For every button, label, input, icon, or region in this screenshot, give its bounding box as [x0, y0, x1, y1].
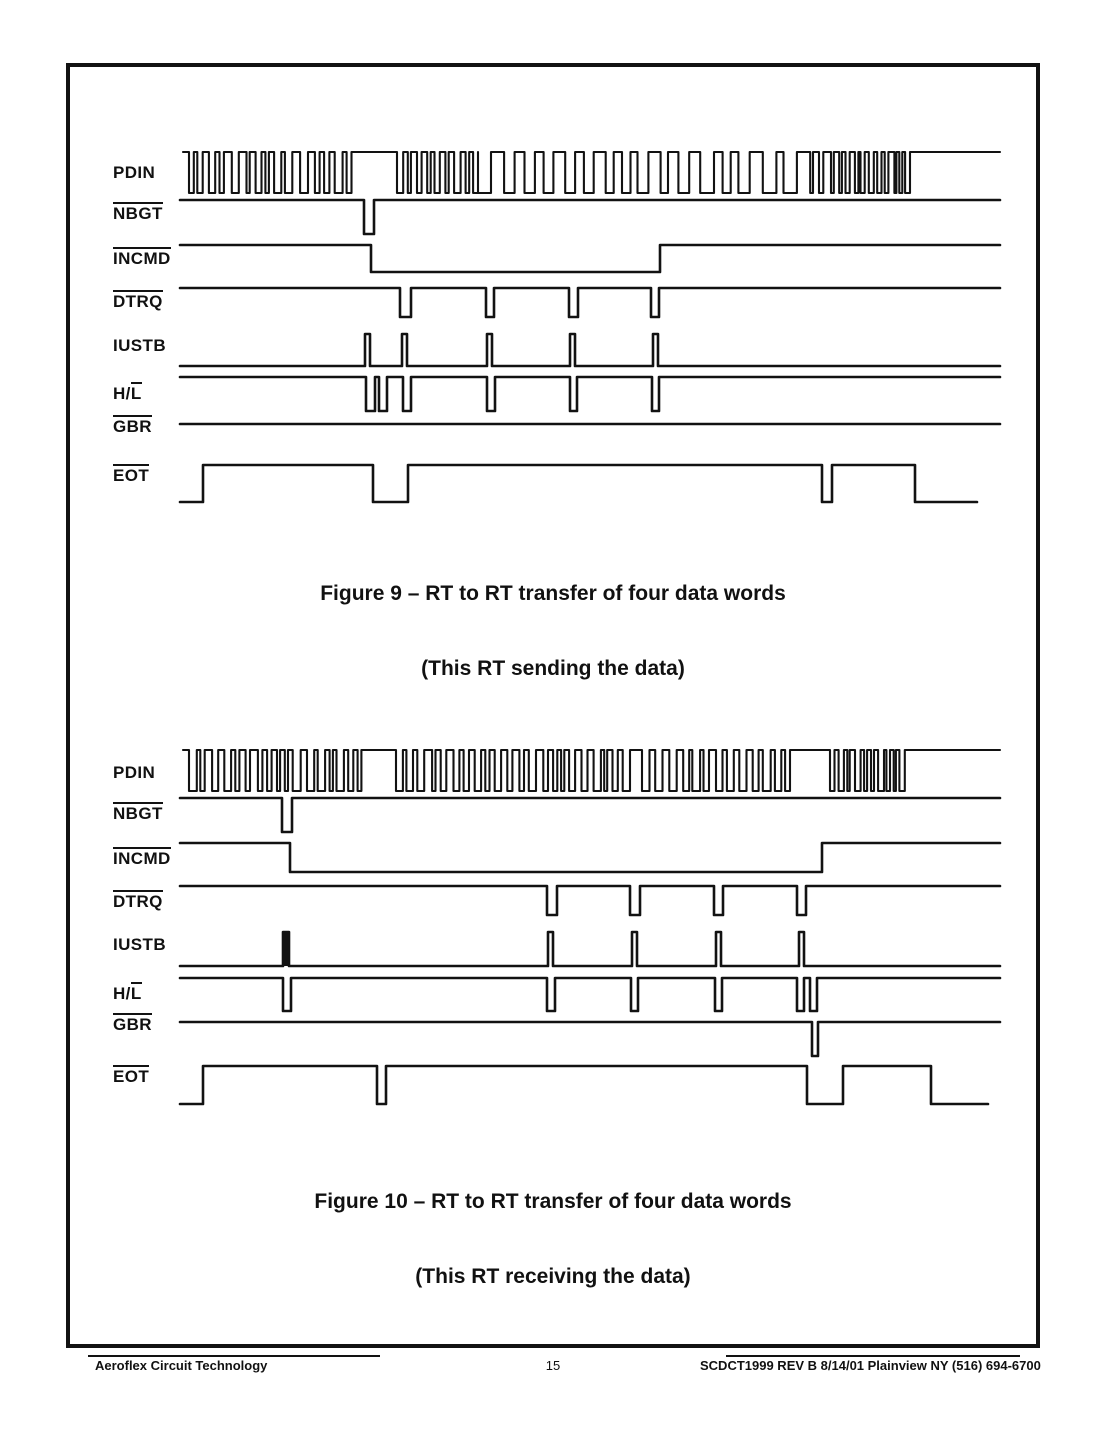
figure10-eot-trace — [178, 1064, 990, 1106]
figure10-incmd-trace — [178, 841, 1002, 874]
plain-text: H/ — [113, 984, 131, 1003]
figure10-iustb-solid-pulse — [283, 932, 289, 966]
figure9-caption-line2: (This RT sending the data) — [421, 657, 685, 680]
plain-text: PDIN — [113, 163, 156, 182]
plain-text: H/ — [113, 384, 131, 403]
figure9-h-l-trace — [178, 375, 1002, 413]
figure10-h-l-trace — [178, 976, 1002, 1013]
overline-text: DTRQ — [113, 290, 163, 311]
figure10-label-eot: EOT — [113, 1065, 150, 1086]
figure10-label-h-l: H/L — [113, 982, 142, 1002]
figure9-waveforms — [178, 150, 1002, 504]
overline-text: EOT — [113, 464, 150, 485]
figure10-label-incmd: INCMD — [113, 847, 171, 867]
figure9-label-eot: EOT — [113, 464, 150, 485]
page-border-frame — [66, 63, 1040, 1348]
plain-text: IUSTB — [113, 935, 166, 954]
figure9-dtrq-trace — [178, 286, 1002, 319]
figure10-dtrq-trace — [178, 884, 1002, 917]
figure10-caption: Figure 10 – RT to RT transfer of four da… — [66, 1139, 1040, 1339]
figure9-label-h-l: H/L — [113, 382, 142, 402]
figure9-label-iustb: IUSTB — [113, 334, 166, 354]
figure10-nbgt-trace — [178, 796, 1002, 834]
figure10-iustb-trace — [178, 930, 1002, 968]
footer-company: Aeroflex Circuit Technology — [95, 1358, 268, 1373]
plain-text: IUSTB — [113, 336, 166, 355]
figure9-pdin-trace — [181, 150, 1002, 195]
overline-text: NBGT — [113, 202, 163, 223]
overline-text: GBR — [113, 415, 152, 436]
figure10-label-nbgt: NBGT — [113, 802, 163, 822]
footer-rule-left — [88, 1355, 380, 1357]
figure9-label-incmd: INCMD — [113, 247, 171, 267]
figure9-iustb-trace — [178, 332, 1002, 368]
figure10-pdin-trace — [181, 748, 1002, 793]
figure9-caption: Figure 9 – RT to RT transfer of four dat… — [66, 531, 1040, 731]
figure10-gbr-trace — [178, 1020, 1002, 1058]
figure10-label-dtrq: DTRQ — [113, 890, 163, 910]
overline-text: INCMD — [113, 247, 171, 268]
figure9-caption-line1: Figure 9 – RT to RT transfer of four dat… — [320, 582, 786, 605]
figure10-waveforms — [178, 748, 1002, 1106]
footer-page-number: 15 — [545, 1358, 561, 1373]
figure10-label-pdin: PDIN — [113, 761, 155, 781]
footer-doc-ref: SCDCT1999 REV B 8/14/01 Plainview NY (51… — [700, 1358, 1041, 1373]
overline-text: NBGT — [113, 802, 163, 823]
overline-text: INCMD — [113, 847, 171, 868]
overline-text: L — [130, 382, 142, 403]
figure10-caption-line1: Figure 10 – RT to RT transfer of four da… — [314, 1190, 792, 1213]
overline-text: L — [130, 982, 142, 1003]
figure9-label-dtrq: DTRQ — [113, 290, 163, 310]
overline-text: DTRQ — [113, 890, 163, 911]
figure9-label-gbr: GBR — [113, 415, 152, 435]
footer-rule-right — [726, 1355, 1020, 1357]
figure9-eot-trace — [178, 463, 979, 504]
figure10-label-gbr: GBR — [113, 1013, 152, 1033]
figure10-label-iustb: IUSTB — [113, 933, 166, 953]
overline-text: GBR — [113, 1013, 152, 1034]
figure9-nbgt-trace — [178, 198, 1002, 236]
overline-text: EOT — [113, 1065, 150, 1086]
figure9-label-nbgt: NBGT — [113, 202, 163, 222]
figure9-incmd-trace — [178, 243, 1002, 274]
figure10-caption-line2: (This RT receiving the data) — [415, 1265, 691, 1288]
plain-text: PDIN — [113, 763, 156, 782]
figure9-label-pdin: PDIN — [113, 161, 155, 181]
